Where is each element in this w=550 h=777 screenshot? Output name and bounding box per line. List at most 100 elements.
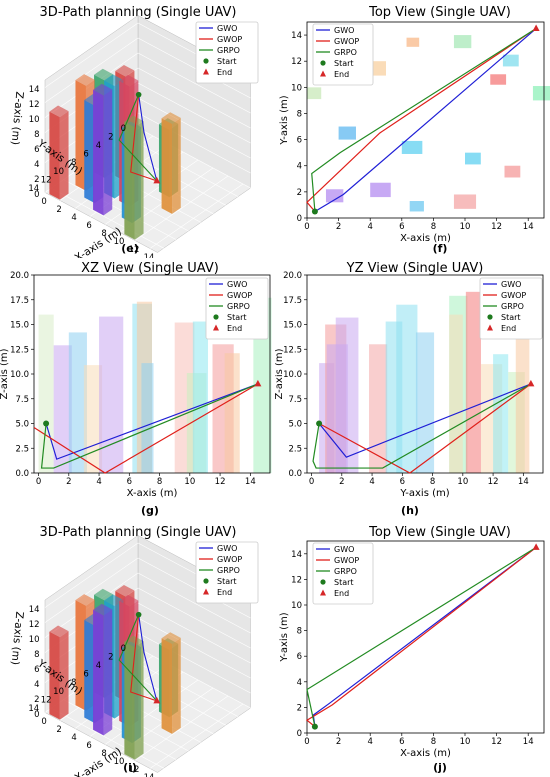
y-tick-label: 7.5 <box>15 395 29 405</box>
x-tick-label: 4 <box>367 222 372 232</box>
grid-line <box>137 602 251 664</box>
legend-marker-start <box>213 314 219 320</box>
y-axis-label: Z-axis (m) <box>275 348 285 399</box>
obstacle-face <box>75 74 95 86</box>
chart-h-yz-view: YZ View (Single UAV) 0 2 4 6 8 10 12 14 0.0 2.5 5.… <box>275 261 544 517</box>
z-tick-label: 8 <box>34 650 39 660</box>
x-tick-label: 0 <box>304 222 309 232</box>
obstacle <box>532 86 550 101</box>
x-axis-label: X-axis (m) <box>400 233 451 244</box>
legend-box <box>195 541 259 604</box>
legend-label: Start <box>217 577 237 586</box>
x-tick-label: 8 <box>157 477 162 487</box>
x-tick-label: 0 <box>309 477 314 487</box>
grid-line <box>44 37 139 103</box>
y-tick-label: 20.0 <box>283 271 302 281</box>
grid-line <box>44 557 139 623</box>
obstacle <box>493 354 509 473</box>
obstacle-face <box>161 112 181 124</box>
x-tick-label: 2 <box>339 477 344 487</box>
end-marker <box>254 379 262 387</box>
obstacle <box>335 317 359 473</box>
legend-marker-end <box>320 70 326 77</box>
x-tick-label: 6 <box>86 221 91 231</box>
y-tick-label: 10 <box>53 167 64 177</box>
y-tick-label: 0.0 <box>288 469 302 479</box>
grid-line <box>137 82 251 144</box>
obstacle <box>192 321 208 473</box>
x-tick-label: 12 <box>491 222 502 232</box>
legend-label: End <box>217 68 232 77</box>
x-tick-label: 10 <box>184 477 195 487</box>
grid-line <box>104 159 199 225</box>
start-marker <box>316 420 323 427</box>
obstacle-face <box>104 74 124 86</box>
x-tick-label: 6 <box>400 477 405 487</box>
y-tick-label: 10 <box>291 83 302 93</box>
x-tick-label: 2 <box>336 737 341 747</box>
grid-line <box>137 52 251 114</box>
path-gwo <box>45 383 259 460</box>
obstacle <box>453 35 472 49</box>
grid-line <box>51 187 164 249</box>
obstacle-face <box>124 115 144 128</box>
legend-label: End <box>227 324 242 333</box>
x-tick-label: 14 <box>523 737 534 747</box>
legend-marker-start <box>320 60 326 66</box>
obstacle-face <box>103 89 113 216</box>
legend-label: Start <box>217 57 237 66</box>
obstacle <box>370 182 391 198</box>
end-marker <box>153 176 161 184</box>
grid-line <box>137 617 251 679</box>
y-tick-label: 7.5 <box>288 395 302 405</box>
legend-label: GWO <box>334 545 354 554</box>
obstacle-face <box>161 118 173 214</box>
y-axis-label: Y-axis (m) <box>279 612 290 662</box>
x-axis-label: X-axis (m) <box>127 488 178 499</box>
x-tick-label: 8 <box>101 749 106 759</box>
z-tick-label: 4 <box>34 160 39 170</box>
legend-label: End <box>501 324 516 333</box>
obstacle <box>453 194 477 209</box>
legend-label: Start <box>334 578 354 587</box>
legend-label: GWO <box>501 280 521 289</box>
obstacle-face <box>161 638 173 734</box>
grid-line <box>104 679 199 745</box>
x-tick-label: 4 <box>71 213 76 223</box>
x-tick-label: 10 <box>114 757 125 767</box>
obstacle <box>504 165 521 178</box>
y-tick-label: 12 <box>41 175 52 185</box>
path-gwop <box>33 383 259 474</box>
chart-f-top-view: Top View (Single UAV) 0 2 4 6 8 10 12 14 0 2 4 6 8 10… <box>279 5 550 255</box>
x-tick-label: 14 <box>144 253 155 258</box>
plot-frame <box>306 21 545 219</box>
z-tick-label: 2 <box>34 695 39 705</box>
legend-marker-end <box>213 324 219 331</box>
y-axis-label: Z-axis (m) <box>0 348 10 399</box>
obstacle-face <box>124 121 135 240</box>
chart-j-title: Top View (Single UAV) <box>368 525 511 540</box>
chart-i-scene: 024681012140246810121402468101214X-axis … <box>9 535 259 777</box>
obstacle <box>490 74 507 85</box>
path-gwop <box>130 94 158 182</box>
legend-box <box>312 23 374 86</box>
grid-line <box>63 179 177 240</box>
legend-label: Start <box>227 313 247 322</box>
legend-marker-end <box>203 588 209 595</box>
legend-label: Start <box>501 313 521 322</box>
y-tick-label: 15.0 <box>10 321 29 331</box>
obstacle <box>325 189 344 203</box>
y-tick-label: 12 <box>41 695 52 705</box>
legend-label: GWOP <box>227 291 252 300</box>
legend-label: GWOP <box>334 37 359 46</box>
obstacle-face <box>59 631 69 720</box>
x-tick-label: 8 <box>101 229 106 239</box>
obstacle <box>409 201 424 212</box>
chart-e-scene: 024681012140246810121402468101214X-axis … <box>9 15 259 258</box>
legend-label: GRPO <box>334 48 357 57</box>
chart-g-caption: (g) <box>141 504 159 517</box>
obstacle <box>141 363 154 473</box>
z-tick-label: 8 <box>34 130 39 140</box>
path-grpo <box>118 94 158 182</box>
y-tick-label: 4 <box>297 162 302 172</box>
